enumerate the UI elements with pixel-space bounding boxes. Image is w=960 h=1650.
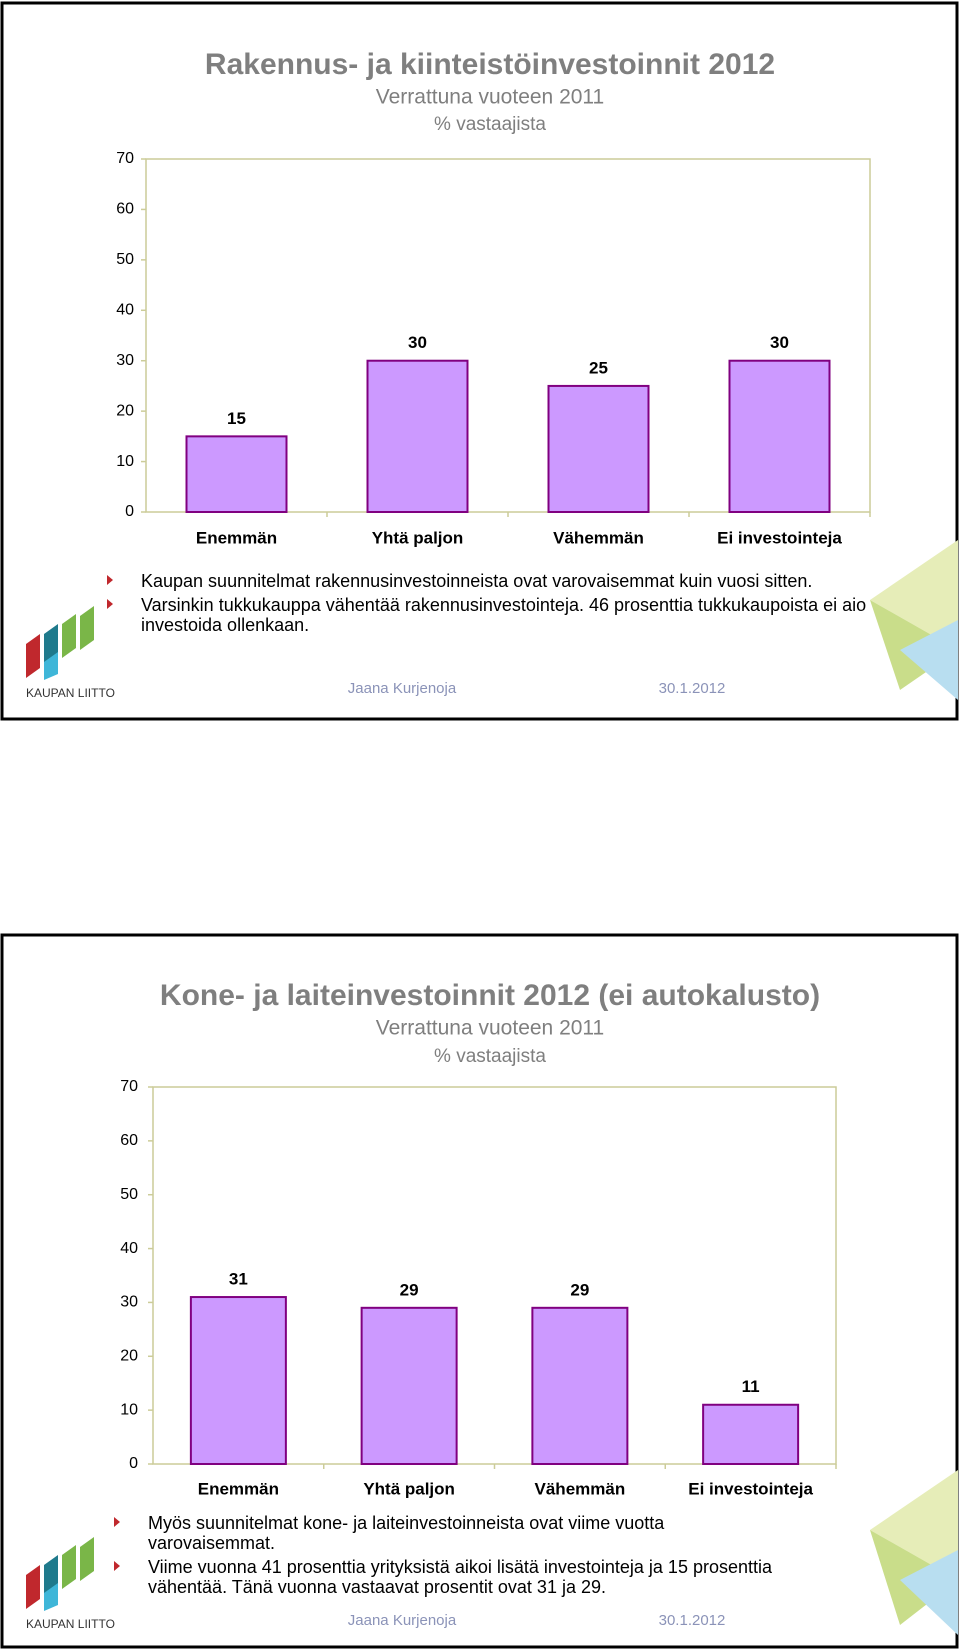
y-tick-label: 70 <box>116 150 134 167</box>
bullet: Varsinkin tukkukauppa vähentää rakennusi… <box>107 595 881 635</box>
y-tick-label: 10 <box>116 453 134 470</box>
y-tick-label: 60 <box>120 1132 138 1149</box>
chart-subtitle: Verrattuna vuoteen 2011 <box>376 1017 604 1040</box>
logo-text: KAUPAN LIITTO <box>26 686 115 700</box>
y-tick-label: 40 <box>120 1240 138 1257</box>
bullet-list: Myös suunnitelmat kone- ja laiteinvestoi… <box>114 1513 788 1601</box>
logo-shape <box>26 1565 40 1609</box>
value-label: 15 <box>227 409 246 428</box>
bar <box>531 1306 629 1466</box>
unit-label: % vastaajista <box>434 114 546 135</box>
y-tick-label: 50 <box>120 1186 138 1203</box>
y-tick-label: 30 <box>116 352 134 369</box>
logo: KAUPAN LIITTO <box>26 606 115 700</box>
logo-shape <box>44 652 58 680</box>
y-tick-label: 0 <box>129 1455 138 1472</box>
y-tick-label: 10 <box>120 1401 138 1418</box>
value-label: 25 <box>589 358 608 377</box>
slide-frame <box>0 1 959 721</box>
bar <box>366 359 469 514</box>
y-tick-label: 60 <box>116 201 134 218</box>
bar <box>185 435 288 514</box>
y-tick-label: 20 <box>120 1348 138 1365</box>
logo-shape <box>44 1583 58 1611</box>
value-label: 29 <box>570 1280 589 1299</box>
value-label: 31 <box>229 1270 248 1289</box>
logo-shape <box>80 1537 94 1581</box>
logo-shape <box>62 614 76 658</box>
logo-shape <box>62 1545 76 1589</box>
date: 30.1.2012 <box>659 680 726 697</box>
bar <box>360 1306 458 1466</box>
slide-frame <box>0 933 959 1649</box>
bar <box>728 359 831 514</box>
chart-title: Kone- ja laiteinvestoinnit 2012 (ei auto… <box>160 979 820 1012</box>
value-label: 29 <box>400 1280 419 1299</box>
x-tick-label: Ei investointeja <box>688 1479 813 1498</box>
bullet: Myös suunnitelmat kone- ja laiteinvestoi… <box>114 1513 788 1553</box>
logo-shape <box>80 606 94 650</box>
decoration <box>870 540 958 1635</box>
x-tick-label: Enemmän <box>198 1479 279 1498</box>
bullet: Viime vuonna 41 prosenttia yrityksistä a… <box>114 1557 788 1597</box>
bar <box>547 384 650 513</box>
value-label: 11 <box>742 1377 760 1396</box>
bullet: Kaupan suunnitelmat rakennusinvestoinnei… <box>107 571 881 591</box>
author: Jaana Kurjenoja <box>348 680 457 697</box>
logo-text: KAUPAN LIITTO <box>26 1617 115 1631</box>
x-tick-label: Enemmän <box>196 528 277 547</box>
y-tick-label: 70 <box>120 1078 138 1095</box>
y-tick-label: 0 <box>125 503 134 520</box>
bullet-list: Kaupan suunnitelmat rakennusinvestoinnei… <box>107 571 881 639</box>
x-tick-label: Vähemmän <box>535 1479 626 1498</box>
y-tick-label: 40 <box>116 302 134 319</box>
y-tick-label: 20 <box>116 402 134 419</box>
chart-subtitle: Verrattuna vuoteen 2011 <box>376 86 604 109</box>
bar <box>702 1403 800 1466</box>
x-tick-label: Yhtä paljon <box>372 528 464 547</box>
value-label: 30 <box>770 333 789 352</box>
unit-label: % vastaajista <box>434 1046 546 1067</box>
bar <box>189 1296 287 1465</box>
y-tick-label: 30 <box>120 1294 138 1311</box>
x-tick-label: Ei investointeja <box>717 528 842 547</box>
value-label: 30 <box>408 333 427 352</box>
logo: KAUPAN LIITTO <box>26 1537 115 1631</box>
logo-shape <box>26 634 40 678</box>
x-tick-label: Vähemmän <box>553 528 644 547</box>
author: Jaana Kurjenoja <box>348 1612 457 1629</box>
date: 30.1.2012 <box>659 1612 726 1629</box>
x-tick-label: Yhtä paljon <box>363 1479 455 1498</box>
chart-title: Rakennus- ja kiinteistöinvestoinnit 2012 <box>205 48 775 81</box>
y-tick-label: 50 <box>116 251 134 268</box>
